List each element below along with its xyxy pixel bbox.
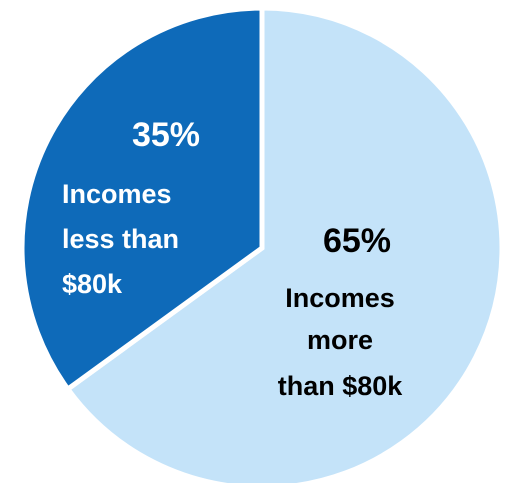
pie-slices — [19, 5, 505, 483]
slice-label-1-line-2: more — [307, 325, 373, 355]
pie-slice-1 — [64, 5, 505, 483]
slice-label-1-line-3: than $80k — [278, 371, 404, 401]
slice-label-group-2: 35% Incomes less than $80k — [62, 116, 200, 299]
slice-label-2-line-3: $80k — [62, 269, 123, 299]
slice-label-group-1: 65% Incomes more than $80k — [278, 222, 404, 401]
pie-slice-2 — [19, 5, 265, 393]
slice-label-2-line-1: Incomes — [62, 179, 172, 209]
slice-percent-label-2: 35% — [132, 116, 200, 154]
slice-percent-label-1: 65% — [323, 222, 391, 260]
slice-label-2-line-2: less than — [62, 224, 179, 254]
slice-label-1-line-1: Incomes — [285, 283, 395, 313]
